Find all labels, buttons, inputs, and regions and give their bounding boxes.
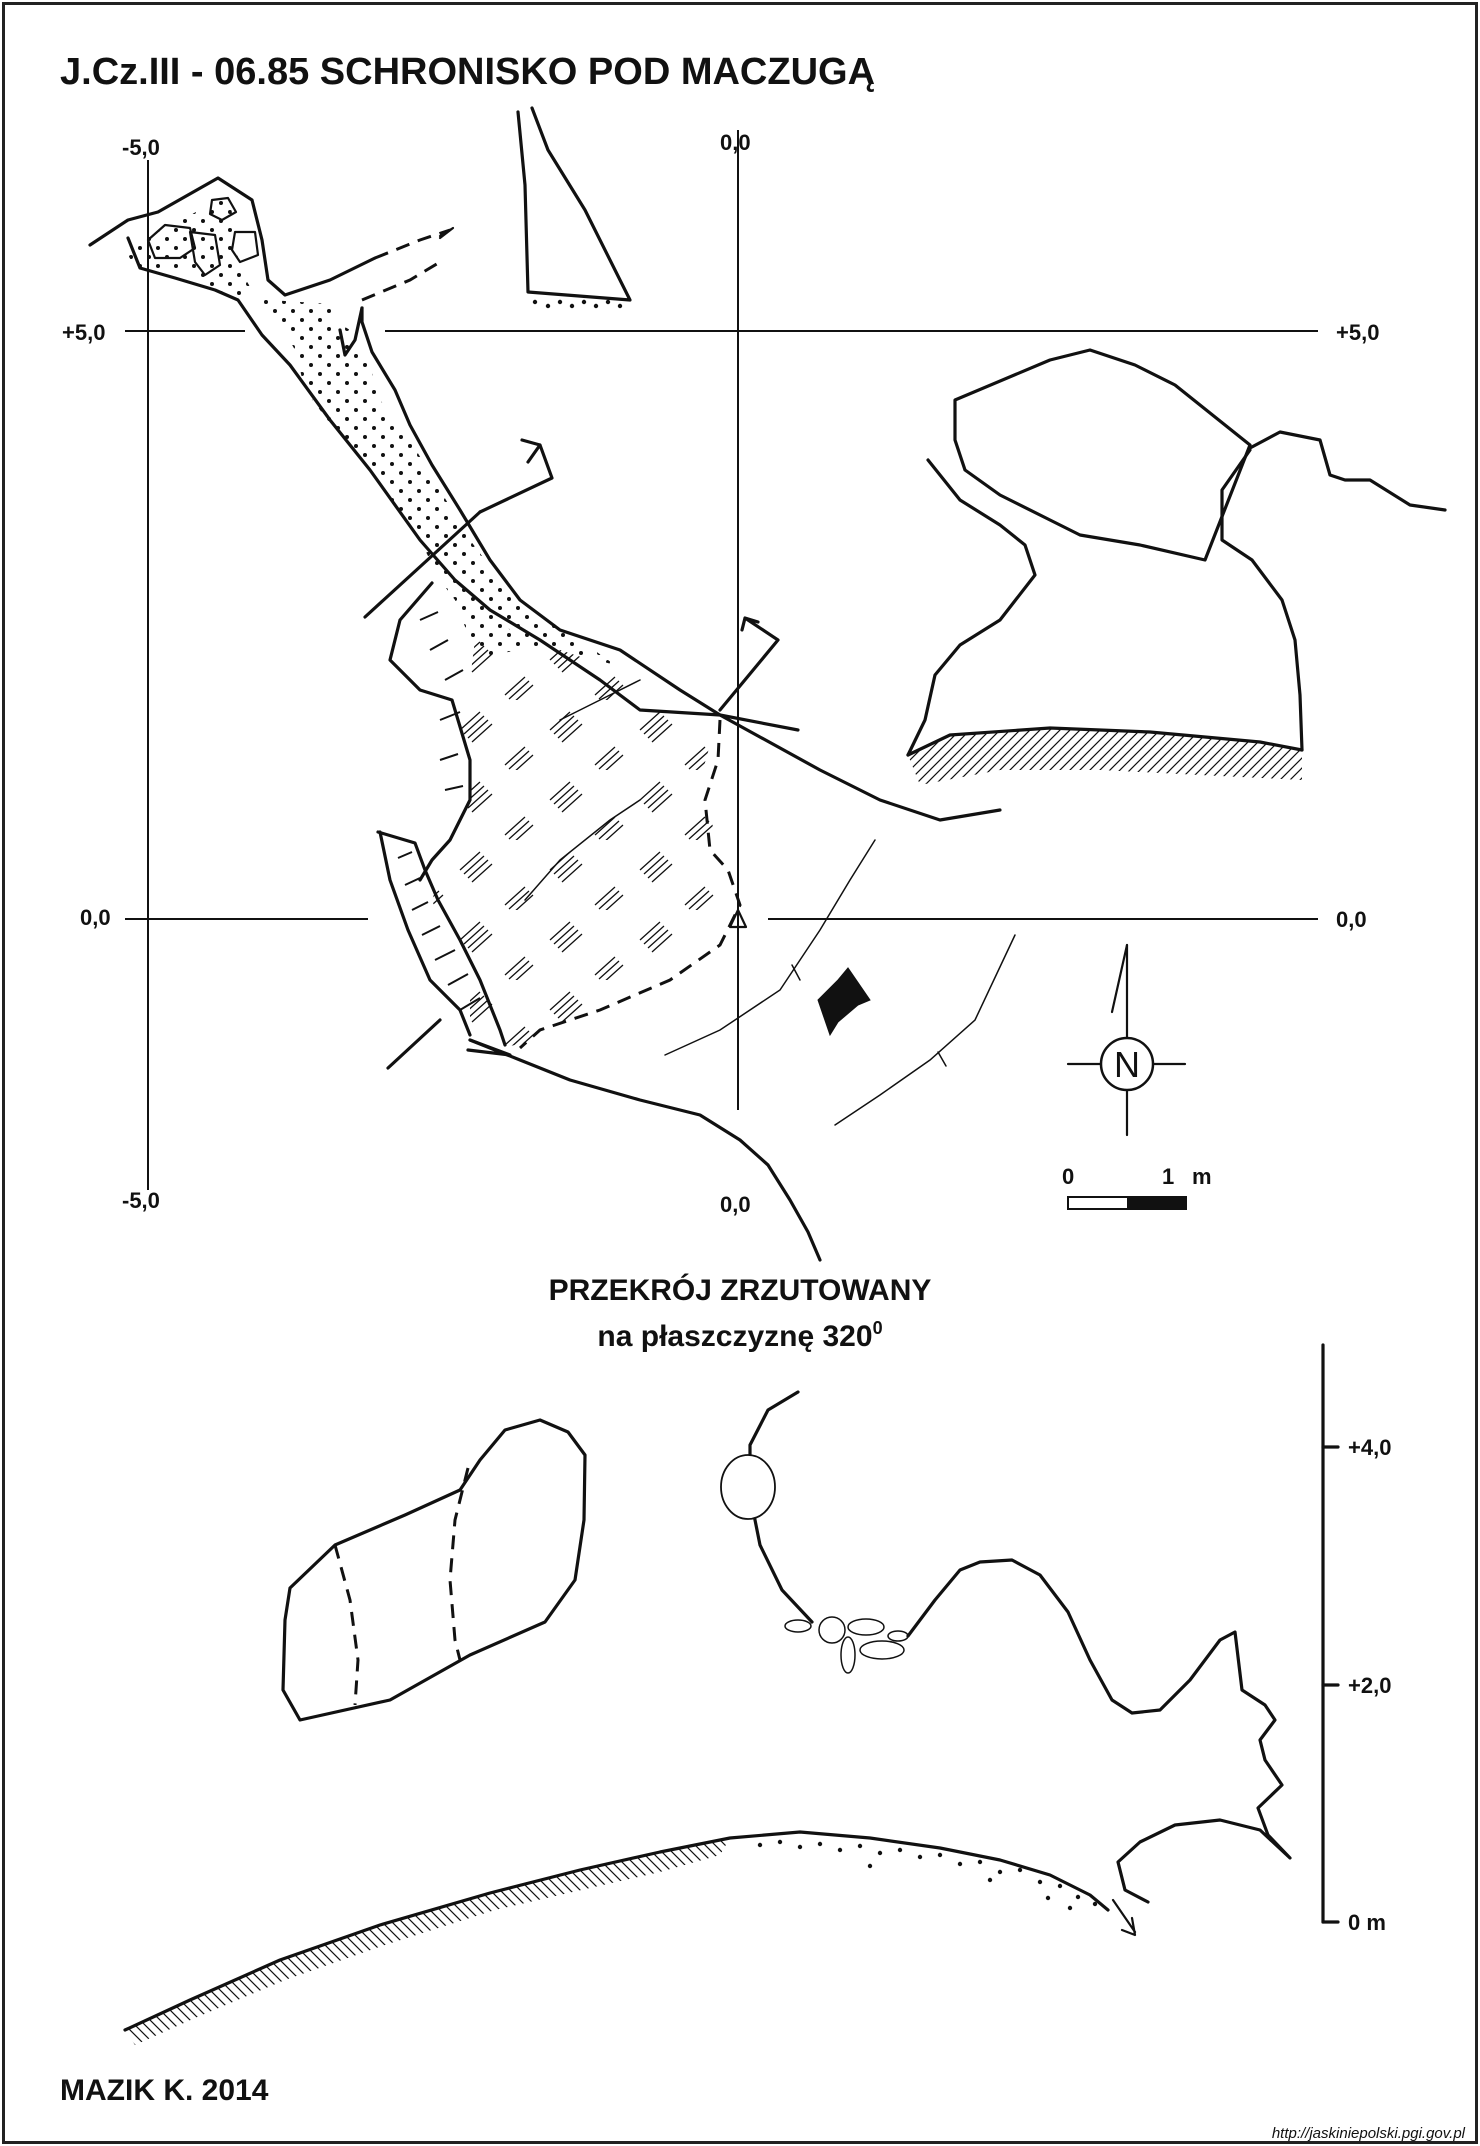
scale-label-one: 1 — [1162, 1164, 1174, 1189]
label-x-0-top: 0,0 — [720, 130, 751, 155]
scale-bar: 0 1 m — [1062, 1164, 1212, 1210]
boulder-1 — [146, 223, 197, 260]
chamber-wall-west — [388, 581, 472, 882]
cut-arrow-1 — [478, 438, 554, 514]
section-boulder-fracture-1 — [333, 1544, 360, 1706]
passage-outline-east — [126, 236, 800, 732]
boulder-4 — [208, 196, 238, 222]
ledge-west-inner — [378, 830, 472, 1037]
breakdown-floor-fill — [432, 595, 740, 1050]
section-subheading: na płaszczyznę 3200 — [597, 1318, 882, 1353]
cut-line-1 — [363, 510, 482, 619]
label-y-0-right: 0,0 — [1336, 907, 1367, 932]
sediment-fill-upper — [128, 196, 615, 665]
passage-continuation-arrow — [438, 226, 455, 240]
dripline-dashed — [518, 719, 742, 1050]
section-bedrock-fill — [125, 1838, 730, 2045]
ledge-ticks — [397, 611, 481, 1011]
cross-section-floor-dots — [532, 299, 623, 309]
north-arrow: N — [1066, 943, 1187, 1137]
cross-section-floor — [906, 726, 1304, 757]
passage-junction — [338, 306, 364, 357]
north-arrow-head — [1110, 943, 1129, 1014]
passage-continuation-dashed — [374, 228, 451, 260]
passage-continuation-dashed-2 — [361, 260, 441, 302]
section-boulder-fracture-2 — [448, 1467, 470, 1661]
fracture-2 — [524, 799, 641, 901]
cross-section-wall-right — [1220, 448, 1304, 752]
label-x-0-bottom: 0,0 — [720, 1192, 751, 1217]
fracture-1 — [559, 679, 641, 721]
section-outflow-arrow — [1111, 1898, 1137, 1937]
section-boulder-round — [720, 1454, 776, 1520]
entrance-arrow-icon — [817, 967, 871, 1037]
section-pebbles — [784, 1616, 909, 1674]
scale-bar-white — [1067, 1196, 1129, 1210]
section-subheading-sup: 0 — [873, 1318, 883, 1338]
cross-section-right — [906, 348, 1447, 785]
height-label-4: +4,0 — [1348, 1435, 1391, 1460]
cut-arrow-2 — [718, 616, 780, 712]
cross-section-wall-left — [906, 458, 1037, 757]
passage-outline-main-east — [360, 306, 1002, 822]
boulder-outline — [953, 348, 1252, 562]
section-heading: PRZEKRÓJ ZRZUTOWANY — [549, 1273, 932, 1307]
label-y-plus5-right: +5,0 — [1336, 320, 1379, 345]
height-label-0: 0 m — [1348, 1910, 1386, 1935]
boulder-2 — [188, 230, 222, 277]
ledge-tip — [466, 1038, 512, 1057]
north-label: N — [1114, 1044, 1140, 1085]
terrain-tick-2 — [937, 1051, 947, 1067]
label-x-minus5-bottom: -5,0 — [122, 1188, 160, 1213]
source-url: http://jaskiniepolski.pgi.gov.pl — [1272, 2125, 1466, 2142]
plan-grid — [125, 130, 1318, 1190]
terrain-tick-1 — [791, 964, 801, 981]
scale-label-zero: 0 — [1062, 1164, 1074, 1189]
boulder-3 — [230, 230, 260, 264]
ledge-west-outer — [376, 830, 507, 1047]
scale-bar-black — [1127, 1196, 1187, 1210]
survey-station — [728, 908, 748, 929]
cross-section-bedrock-fill — [908, 728, 1302, 785]
section-profile-right — [906, 1558, 1292, 1904]
sheet-title: J.Cz.III - 06.85 SCHRONISKO POD MACZUGĄ — [60, 51, 875, 93]
cave-plan — [88, 176, 1016, 1262]
cut-line-2 — [386, 1018, 442, 1070]
projected-section: +4,0 +2,0 0 m — [123, 1343, 1391, 2045]
north-circle — [1099, 1036, 1155, 1092]
height-label-2: +2,0 — [1348, 1673, 1391, 1698]
label-x-minus5-top: -5,0 — [122, 135, 160, 160]
section-boulder-outline — [281, 1418, 587, 1722]
scale-label-unit: m — [1192, 1164, 1212, 1189]
label-y-plus5-left: +5,0 — [62, 320, 105, 345]
cross-section-small — [516, 106, 632, 309]
section-floor-dots — [757, 1839, 1098, 1911]
chamber-wall-south — [468, 1038, 822, 1262]
author-credit: MAZIK K. 2014 — [60, 2074, 269, 2107]
section-floor — [123, 1830, 1110, 2032]
terrain-line-1 — [664, 839, 876, 1056]
cross-section-wall-top-right — [1248, 430, 1447, 512]
cross-section-outline — [516, 106, 632, 302]
passage-outline-north — [88, 176, 377, 297]
label-y-0-left: 0,0 — [80, 905, 111, 930]
terrain-line-2 — [834, 934, 1016, 1126]
